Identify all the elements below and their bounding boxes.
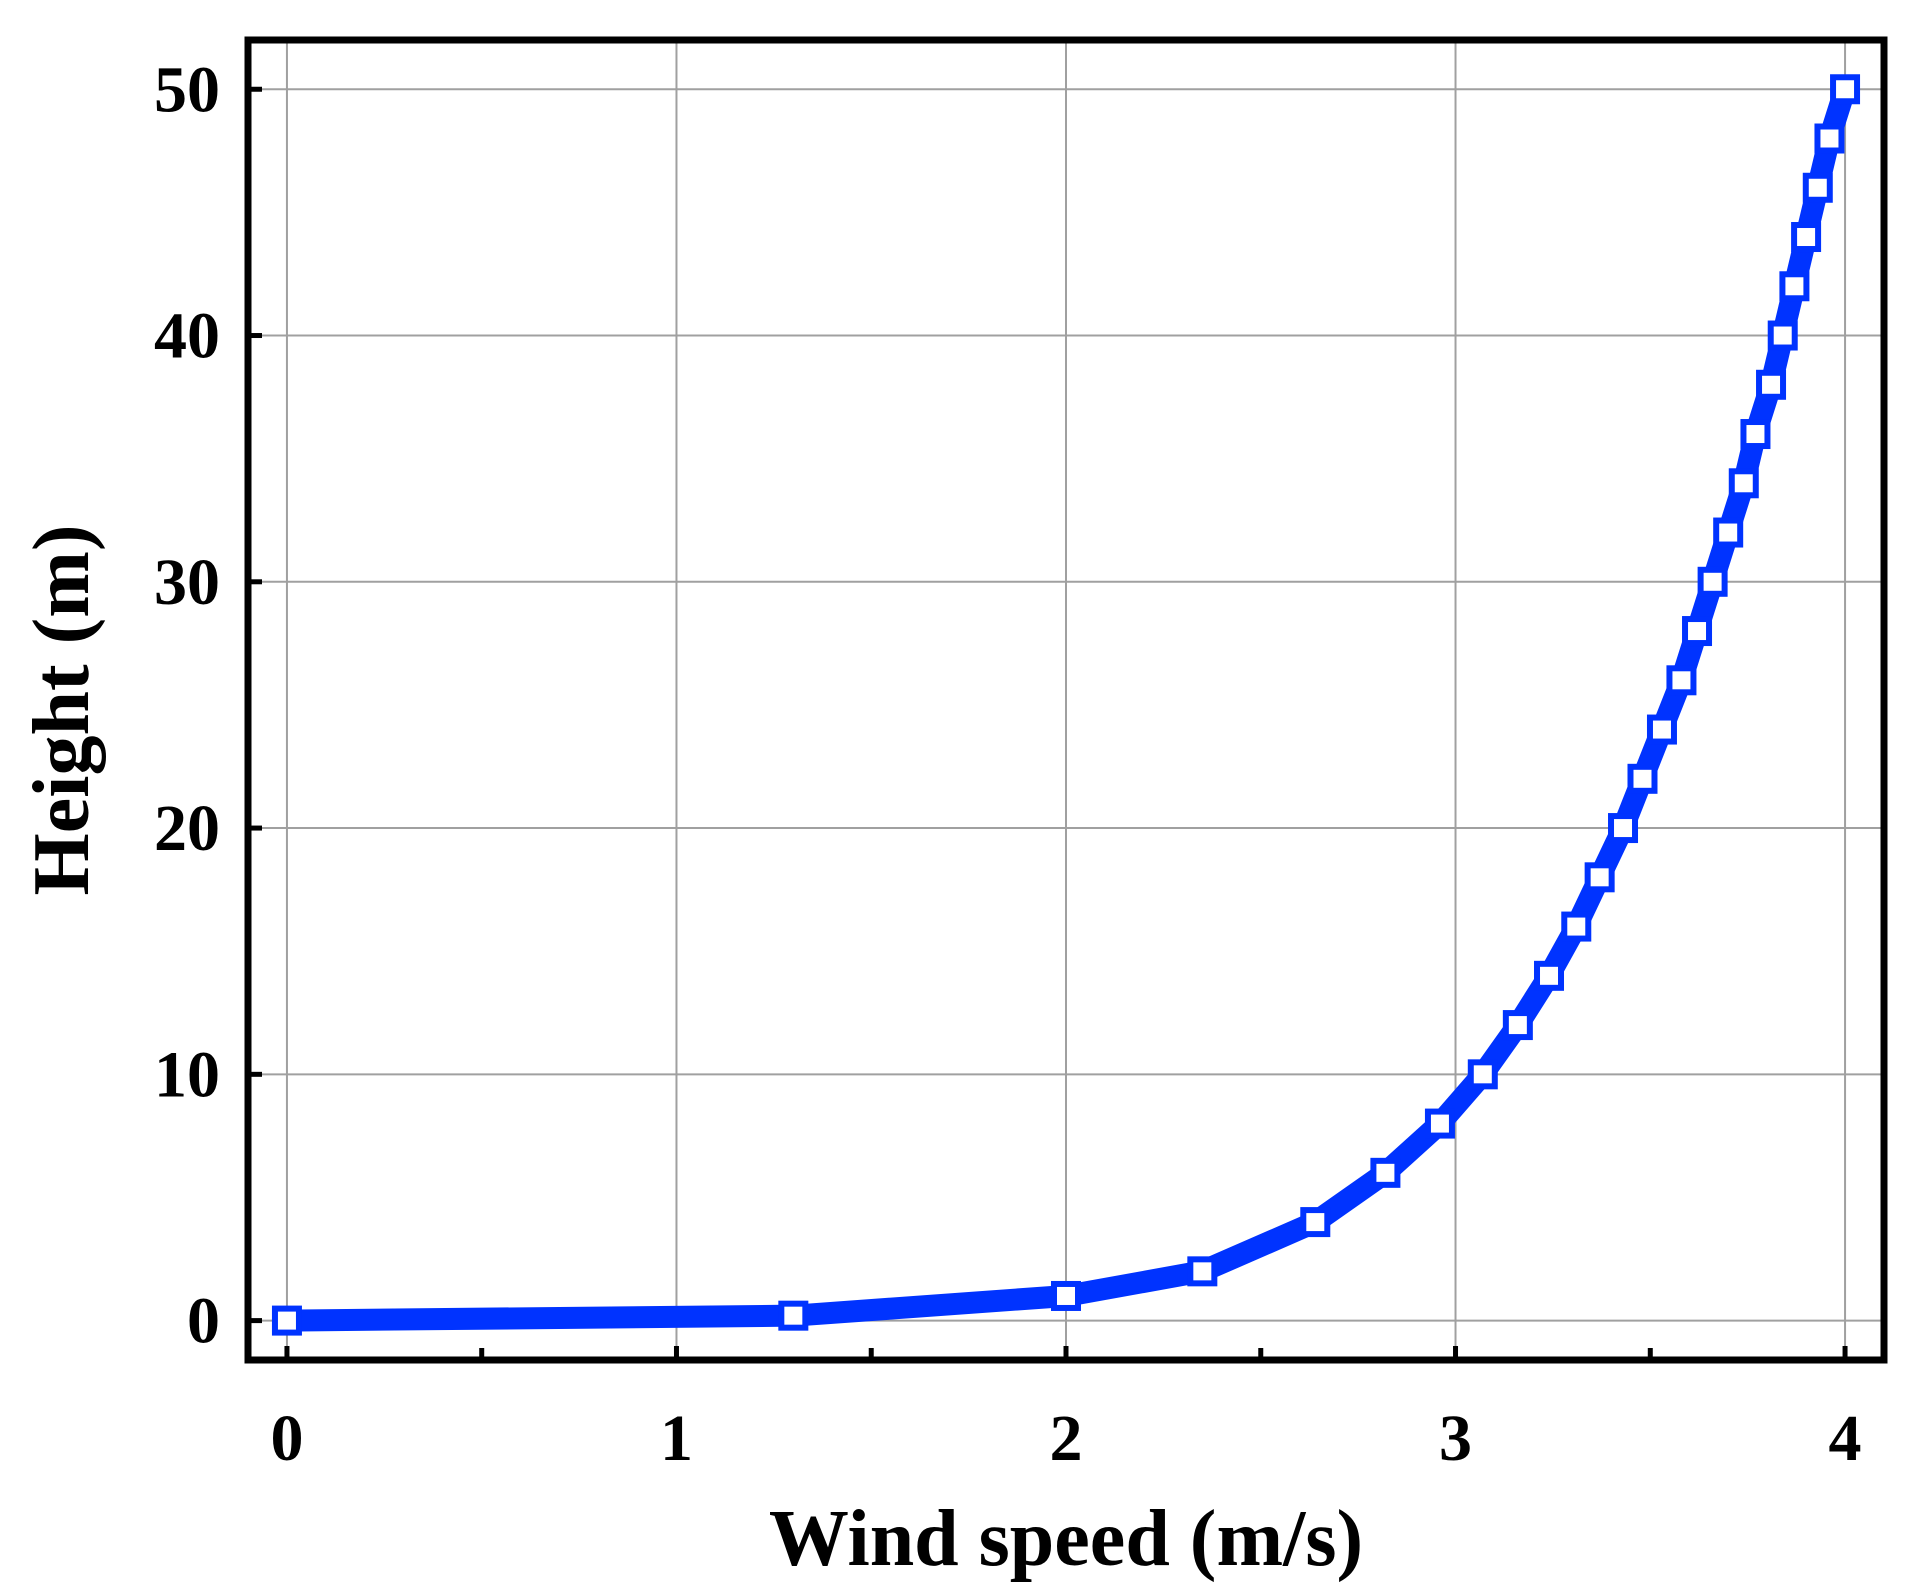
y-tick-label: 40 [154, 300, 220, 373]
data-point-marker [1187, 1256, 1218, 1287]
plot-frame [244, 36, 1888, 1364]
y-tick-label: 20 [154, 792, 220, 865]
data-point-marker [1627, 763, 1658, 794]
data-point-marker [1779, 271, 1810, 302]
data-point-marker [1802, 172, 1833, 203]
data-point-marker [1740, 419, 1771, 450]
data-point-marker [271, 1305, 302, 1336]
data-point-marker [1584, 862, 1615, 893]
x-tick-label: 3 [1439, 1402, 1472, 1475]
x-axis-label: Wind speed (m/s) [769, 1495, 1363, 1583]
data-point-marker [1728, 468, 1759, 499]
y-tick-label: 50 [154, 53, 220, 126]
y-tick-label: 0 [187, 1285, 220, 1358]
series-layer [271, 74, 1861, 1336]
data-point-marker [1682, 616, 1713, 647]
data-point-marker [1767, 320, 1798, 351]
data-point-marker [1608, 813, 1639, 844]
data-point-marker [778, 1300, 809, 1331]
data-point-marker [1300, 1207, 1331, 1238]
y-tick-label: 30 [154, 546, 220, 619]
y-tick-labels: 0 10 20 30 40 50 [154, 53, 220, 1357]
y-tick-label: 10 [154, 1038, 220, 1111]
x-tick-labels: 0 1 2 3 4 [270, 1402, 1861, 1475]
data-point-marker [1534, 960, 1565, 991]
data-point-marker [1666, 665, 1697, 696]
data-point-marker [1814, 123, 1845, 154]
data-point-marker [1370, 1157, 1401, 1188]
data-point-marker [1697, 566, 1728, 597]
data-point-marker [1756, 369, 1787, 400]
x-tick-label: 0 [270, 1402, 303, 1475]
data-point-marker [1713, 517, 1744, 548]
series-line [275, 78, 1857, 1332]
data-point-marker [1502, 1010, 1533, 1041]
x-tick-label: 4 [1829, 1402, 1862, 1475]
y-axis-label: Height (m) [18, 524, 106, 895]
x-tick-label: 1 [660, 1402, 693, 1475]
data-point-marker [1424, 1108, 1455, 1139]
data-point-marker [1830, 74, 1861, 105]
data-point-marker [1561, 911, 1592, 942]
data-point-marker [1646, 714, 1677, 745]
x-tick-label: 2 [1050, 1402, 1083, 1475]
data-point-marker [1791, 222, 1822, 253]
x-minor-ticks [248, 86, 1848, 1360]
grid-lines [248, 40, 1884, 1360]
data-point-marker [1051, 1280, 1081, 1311]
data-point-marker [1467, 1059, 1498, 1090]
